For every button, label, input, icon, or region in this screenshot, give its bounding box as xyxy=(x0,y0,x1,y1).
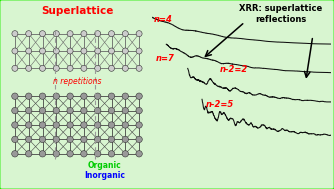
Circle shape xyxy=(81,48,87,54)
Circle shape xyxy=(81,93,87,99)
Circle shape xyxy=(136,122,142,128)
Circle shape xyxy=(39,151,46,157)
Circle shape xyxy=(136,136,142,143)
Circle shape xyxy=(25,93,32,99)
Circle shape xyxy=(67,31,73,37)
Circle shape xyxy=(122,136,129,143)
Circle shape xyxy=(122,93,129,99)
Circle shape xyxy=(25,136,32,143)
Circle shape xyxy=(39,122,46,128)
Text: Organic: Organic xyxy=(88,160,122,170)
Circle shape xyxy=(108,151,115,157)
Circle shape xyxy=(81,65,87,71)
Circle shape xyxy=(81,107,87,114)
Circle shape xyxy=(26,31,32,37)
Circle shape xyxy=(109,31,115,37)
Circle shape xyxy=(25,107,32,114)
Circle shape xyxy=(53,93,59,99)
Circle shape xyxy=(53,31,59,37)
Circle shape xyxy=(39,31,45,37)
Text: XRR: superlattice
reflections: XRR: superlattice reflections xyxy=(239,4,322,24)
Circle shape xyxy=(12,93,18,99)
Circle shape xyxy=(12,31,18,37)
Circle shape xyxy=(53,48,59,54)
Circle shape xyxy=(108,122,115,128)
Circle shape xyxy=(122,151,129,157)
Circle shape xyxy=(39,93,46,99)
Circle shape xyxy=(53,151,59,157)
Circle shape xyxy=(109,48,115,54)
Circle shape xyxy=(12,107,18,114)
Circle shape xyxy=(81,122,87,128)
Circle shape xyxy=(122,65,128,71)
Circle shape xyxy=(39,107,46,114)
Circle shape xyxy=(136,31,142,37)
Circle shape xyxy=(12,65,18,71)
Circle shape xyxy=(95,48,101,54)
Circle shape xyxy=(26,65,32,71)
Circle shape xyxy=(12,122,18,128)
Circle shape xyxy=(12,48,18,54)
Circle shape xyxy=(81,31,87,37)
Circle shape xyxy=(122,31,128,37)
Circle shape xyxy=(53,122,59,128)
Circle shape xyxy=(67,151,73,157)
Text: n repetitions: n repetitions xyxy=(53,77,101,87)
Circle shape xyxy=(67,48,73,54)
Circle shape xyxy=(136,93,142,99)
Text: Inorganic: Inorganic xyxy=(85,171,126,180)
Circle shape xyxy=(67,136,73,143)
Circle shape xyxy=(39,48,45,54)
Circle shape xyxy=(67,122,73,128)
Text: n=4: n=4 xyxy=(154,15,173,24)
Circle shape xyxy=(109,65,115,71)
Circle shape xyxy=(53,136,59,143)
Circle shape xyxy=(108,136,115,143)
Circle shape xyxy=(108,107,115,114)
Circle shape xyxy=(122,122,129,128)
Circle shape xyxy=(136,151,142,157)
Circle shape xyxy=(25,122,32,128)
Circle shape xyxy=(39,136,46,143)
Circle shape xyxy=(67,93,73,99)
Circle shape xyxy=(95,107,101,114)
Text: Superlattice: Superlattice xyxy=(41,6,113,16)
Circle shape xyxy=(81,136,87,143)
Circle shape xyxy=(95,65,101,71)
Circle shape xyxy=(26,48,32,54)
Circle shape xyxy=(67,107,73,114)
Circle shape xyxy=(95,136,101,143)
Circle shape xyxy=(95,151,101,157)
Circle shape xyxy=(136,48,142,54)
Circle shape xyxy=(12,136,18,143)
Circle shape xyxy=(108,93,115,99)
Circle shape xyxy=(81,151,87,157)
Circle shape xyxy=(122,107,129,114)
Circle shape xyxy=(12,151,18,157)
Text: n-2=2: n-2=2 xyxy=(220,65,248,74)
Circle shape xyxy=(67,65,73,71)
Circle shape xyxy=(136,65,142,71)
Circle shape xyxy=(95,31,101,37)
Circle shape xyxy=(95,122,101,128)
Circle shape xyxy=(122,48,128,54)
Text: n=7: n=7 xyxy=(156,54,174,64)
Circle shape xyxy=(53,107,59,114)
Circle shape xyxy=(25,151,32,157)
Circle shape xyxy=(95,93,101,99)
Circle shape xyxy=(39,65,45,71)
Text: n-2=5: n-2=5 xyxy=(206,100,234,109)
Circle shape xyxy=(53,65,59,71)
Circle shape xyxy=(136,107,142,114)
